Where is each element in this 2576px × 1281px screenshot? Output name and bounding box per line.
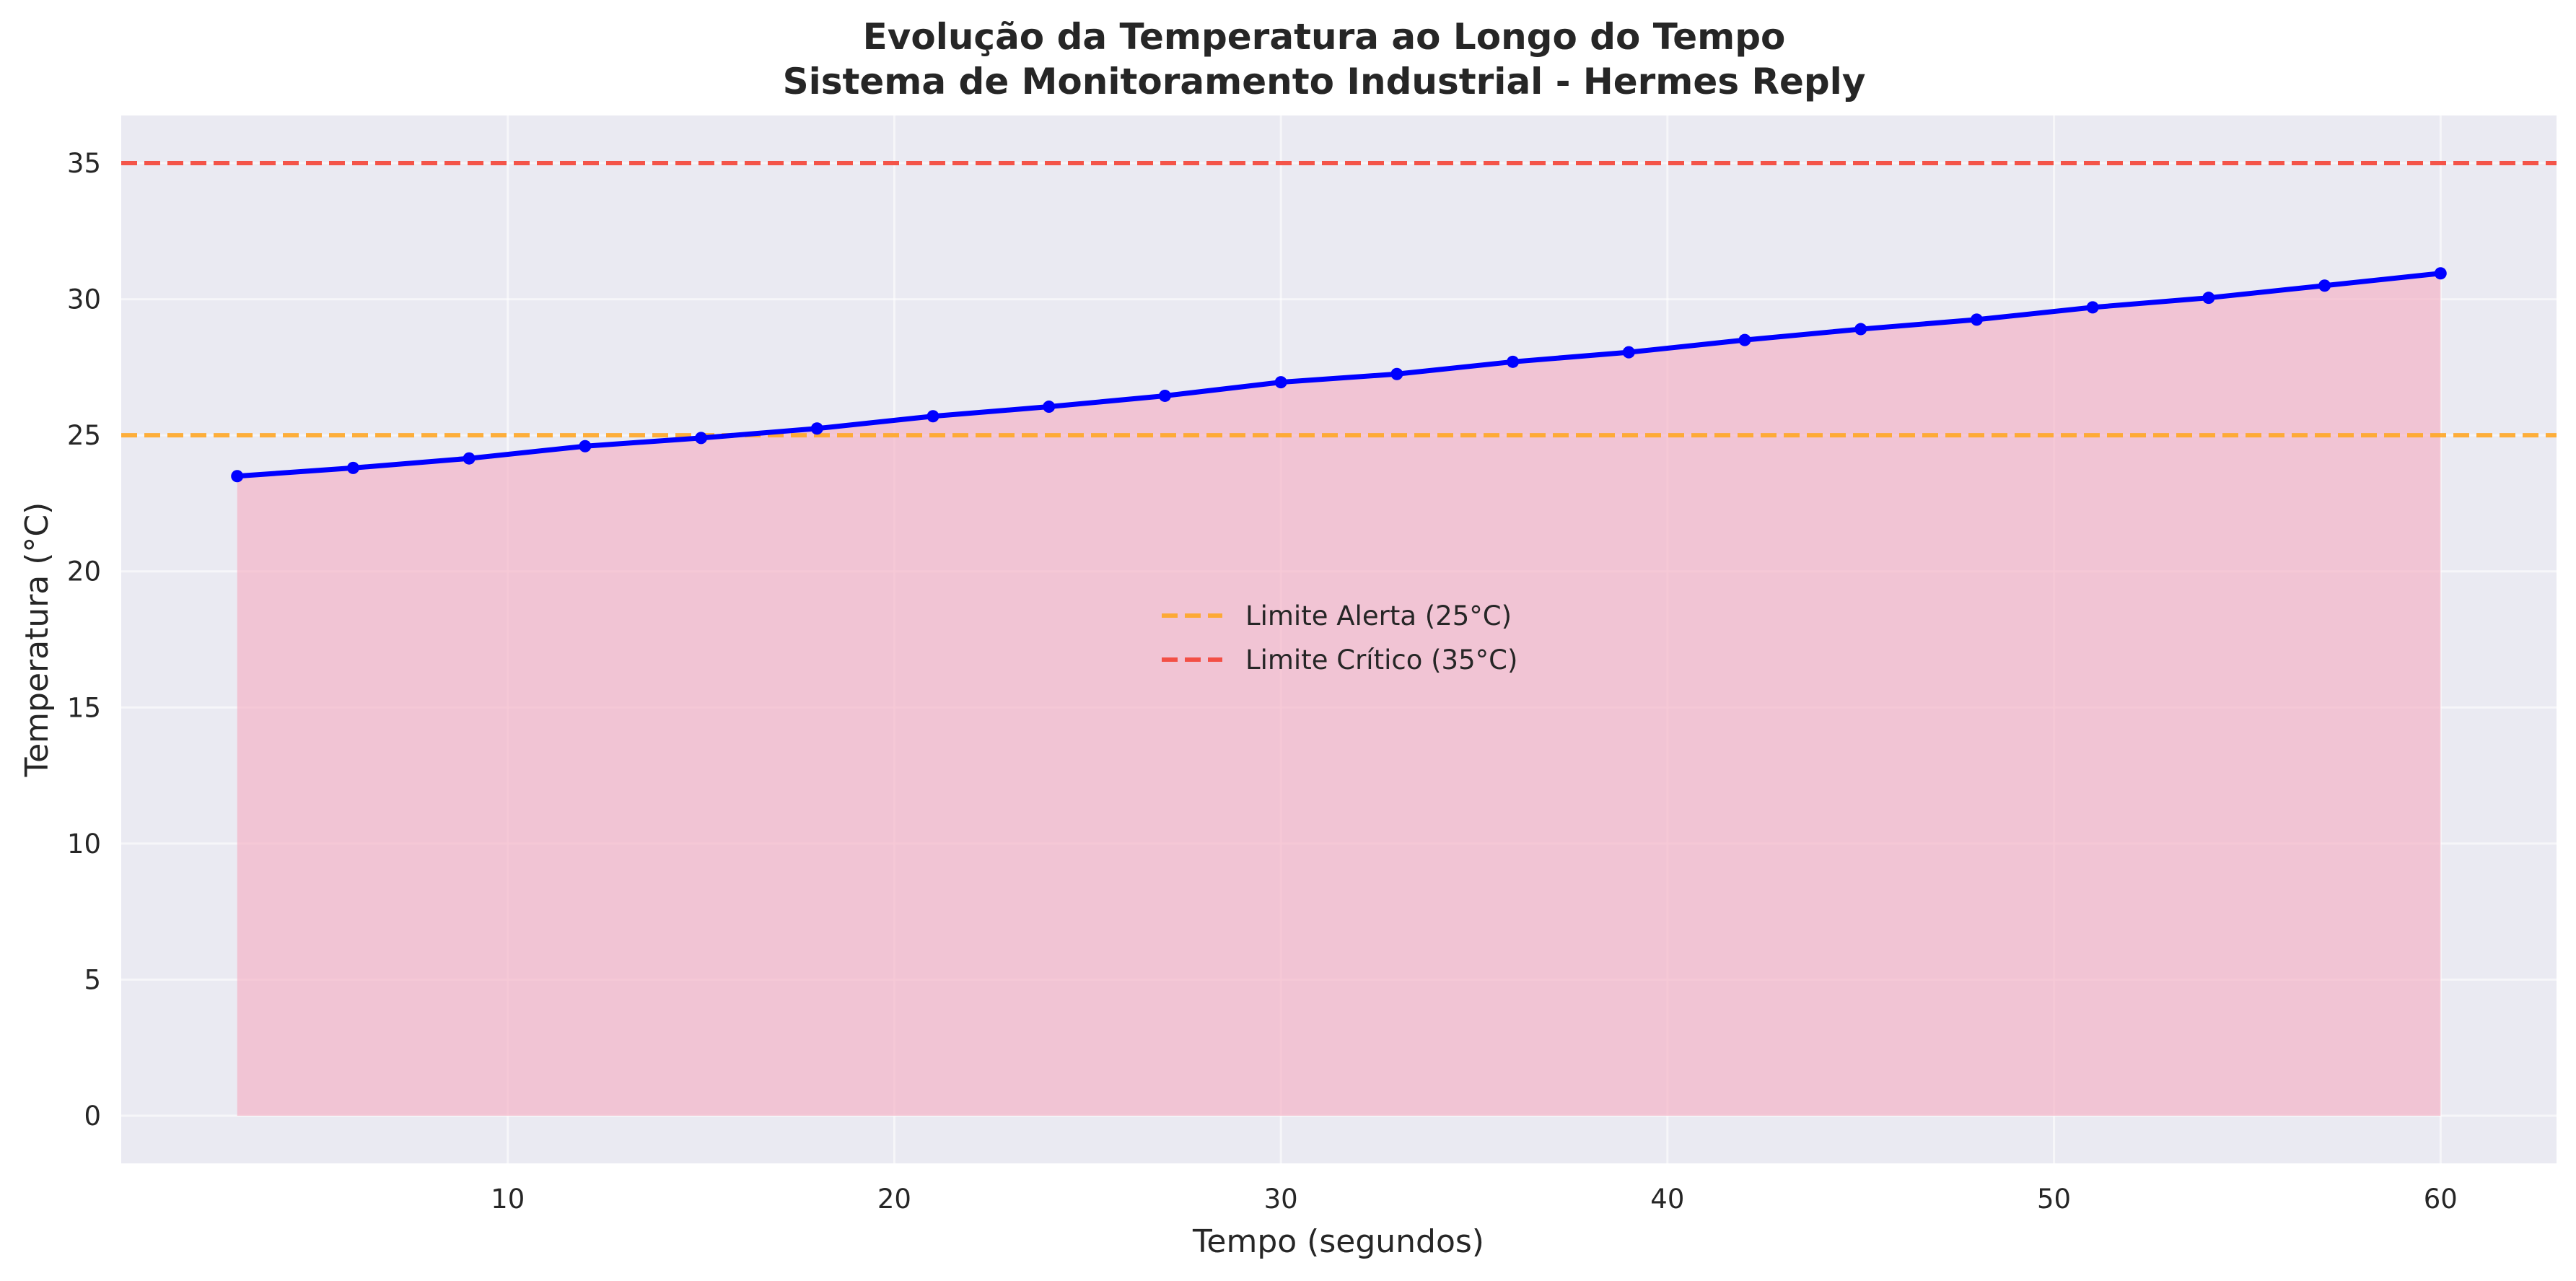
data-point-4 [695,432,708,445]
data-point-0 [231,470,244,483]
data-point-6 [926,410,939,423]
data-point-2 [463,452,476,465]
legend: Limite Alerta (25°C) Limite Crítico (35°C… [1162,600,1517,676]
x-tick-label-5: 60 [2424,1184,2458,1215]
y-tick-label-7: 35 [67,148,101,179]
data-point-19 [2434,267,2447,280]
chart-title: Evolução da Temperatura ao Longo do Temp… [863,16,1786,58]
x-tick-label-1: 20 [877,1184,911,1215]
data-point-7 [1043,401,1056,414]
data-point-8 [1158,389,1171,402]
data-point-17 [2202,292,2215,305]
data-point-16 [2086,301,2099,314]
data-point-15 [1970,313,1983,326]
data-point-1 [346,461,359,474]
y-tick-label-2: 10 [67,829,101,860]
data-point-12 [1622,346,1635,359]
y-tick-label-6: 30 [67,284,101,315]
x-axis-label: Tempo (segundos) [1192,1223,1484,1260]
y-tick-label-1: 5 [84,964,101,995]
legend-label-0: Limite Alerta (25°C) [1245,600,1512,631]
series-line [237,271,2441,479]
y-tick-label-5: 25 [67,420,101,451]
data-point-10 [1390,367,1403,380]
x-ticks: 10 20 30 40 50 60 [491,1184,2458,1215]
threshold-lines [121,161,2557,438]
series-polyline [237,271,2441,479]
data-point-14 [1854,323,1867,336]
y-axis-label: Temperatura (°C) [19,502,56,778]
area-fill [237,273,2441,1116]
x-tick-label-4: 50 [2037,1184,2071,1215]
data-point-5 [810,422,823,435]
y-tick-label-4: 20 [67,556,101,587]
y-tick-label-0: 0 [84,1101,101,1132]
x-tick-label-0: 10 [491,1184,525,1215]
y-ticks: 0 5 10 15 20 25 30 35 [67,148,101,1132]
data-point-9 [1274,376,1287,389]
data-point-3 [579,440,592,452]
data-point-11 [1507,355,1520,368]
series-area [237,273,2441,1116]
x-tick-label-3: 40 [1650,1184,1684,1215]
data-point-13 [1738,333,1751,346]
data-point-18 [2318,279,2331,292]
data-points [231,267,2447,483]
legend-label-1: Limite Crítico (35°C) [1245,644,1517,676]
x-tick-label-2: 30 [1264,1184,1298,1215]
y-tick-label-3: 15 [67,692,101,723]
chart-subtitle: Sistema de Monitoramento Industrial - He… [783,61,1866,102]
